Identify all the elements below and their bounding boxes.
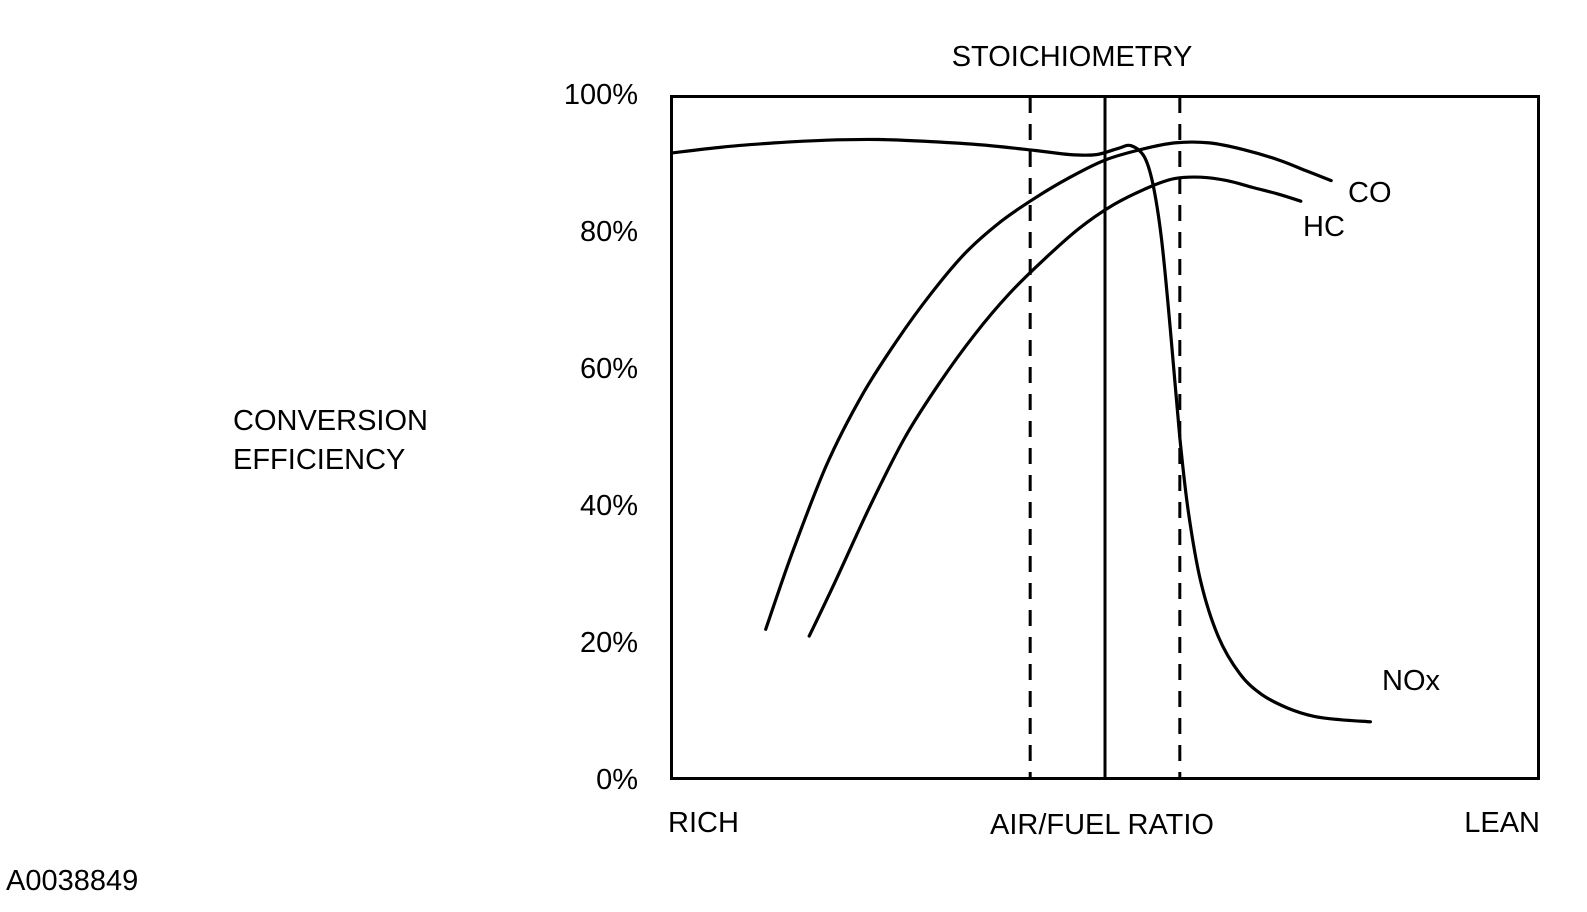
y-tick-label-20: 20% [579,627,638,659]
figure-id: A0038849 [6,865,139,897]
chart-title: STOICHIOMETRY [951,41,1193,73]
y-axis-label: CONVERSION EFFICIENCY [233,405,428,476]
nox-curve [670,137,1372,724]
y-tick-label-100: 100% [563,79,638,111]
plot-canvas [670,95,1540,780]
plot-area [670,95,1540,780]
co-curve [764,140,1333,631]
y-tick-label-40: 40% [579,490,638,522]
nox-curve-label: NOx [1382,665,1440,697]
hc-curve-label: HC [1303,211,1345,243]
x-axis-label: AIR/FUEL RATIO [990,809,1214,841]
y-tick-label-60: 60% [579,353,638,385]
plot-border [670,95,1540,780]
x-axis-lean-label: LEAN [1464,807,1540,839]
co-curve-label: CO [1348,177,1392,209]
hc-curve [807,175,1303,638]
y-tick-label-80: 80% [579,216,638,248]
y-tick-label-0: 0% [596,764,638,796]
x-axis-rich-label: RICH [668,807,739,839]
